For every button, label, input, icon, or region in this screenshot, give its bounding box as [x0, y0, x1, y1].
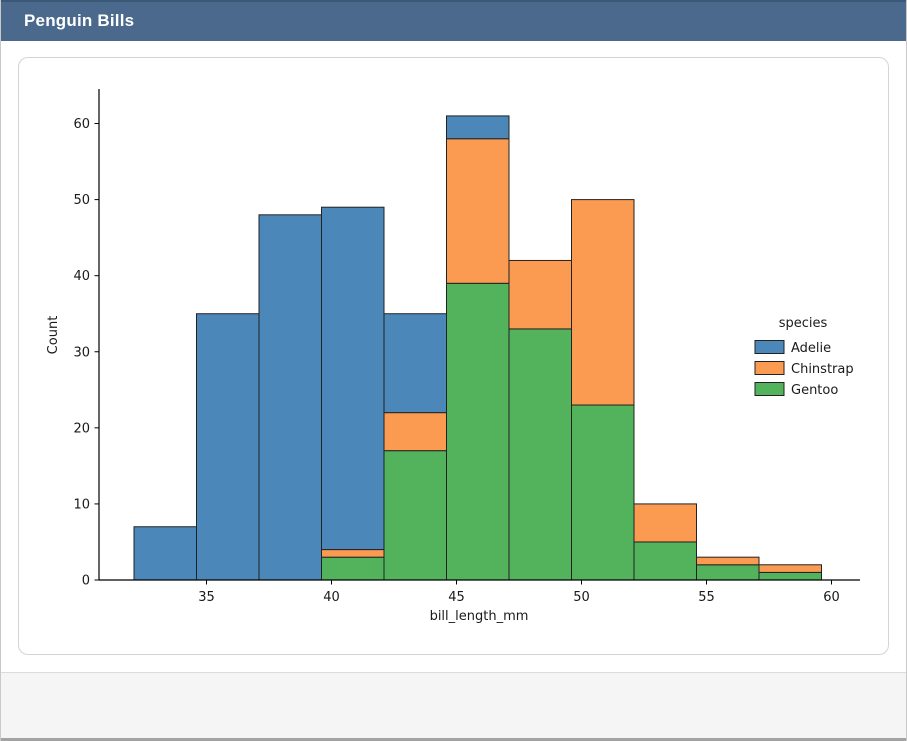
- y-tick-label: 20: [73, 421, 90, 436]
- hist-bar-segment-chinstrap: [383, 412, 447, 452]
- chart-card: 35 40 45 50 55 60 0 10 20 30 40 50 60 bill_length_mm C…: [18, 57, 889, 655]
- legend-label-adelie: Adelie: [791, 341, 831, 356]
- hist-bar-segment-chinstrap: [571, 199, 635, 406]
- y-tick-label: 10: [73, 497, 90, 512]
- hist-bar-segment-chinstrap: [758, 564, 822, 573]
- y-tick-label: 40: [73, 269, 90, 284]
- hist-bar-segment-chinstrap: [633, 503, 697, 543]
- x-tick-label: 45: [448, 590, 465, 605]
- hist-bar-segment-chinstrap: [446, 138, 510, 284]
- y-tick-label: 50: [73, 193, 90, 208]
- hist-bar-segment-adelie: [133, 526, 197, 581]
- x-tick-label: 60: [823, 590, 840, 605]
- x-axis-label: bill_length_mm: [430, 609, 529, 624]
- footer-divider: [1, 672, 906, 673]
- legend-title: species: [779, 316, 828, 331]
- x-tick-label: 50: [573, 590, 590, 605]
- hist-bar-segment-chinstrap: [696, 556, 760, 566]
- x-tick-label: 35: [198, 590, 215, 605]
- hist-bar-segment-gentoo: [633, 541, 697, 581]
- y-tick-label: 60: [73, 117, 90, 132]
- y-axis-label: Count: [46, 316, 61, 355]
- hist-bar-segment-chinstrap: [321, 549, 385, 558]
- hist-bar-segment-chinstrap: [508, 259, 572, 330]
- legend-label-gentoo: Gentoo: [791, 383, 838, 398]
- hist-bar-segment-gentoo: [383, 450, 447, 581]
- hist-bar-segment-gentoo: [696, 564, 760, 581]
- legend-swatch-gentoo: [754, 382, 785, 396]
- legend-swatch-chinstrap: [754, 361, 785, 375]
- y-tick-label: 0: [82, 574, 90, 589]
- y-tick-label: 30: [73, 345, 90, 360]
- hist-bar-segment-adelie: [446, 115, 510, 140]
- hist-bar-segment-gentoo: [321, 556, 385, 581]
- histogram-chart: 35 40 45 50 55 60 0 10 20 30 40 50 60 bill_length_mm C…: [46, 89, 860, 624]
- window-title: Penguin Bills: [24, 10, 135, 30]
- x-tick-label: 55: [698, 590, 715, 605]
- hist-bar-segment-gentoo: [758, 571, 822, 581]
- x-tick-label: 40: [323, 590, 340, 605]
- title-bar: Penguin Bills: [1, 0, 906, 41]
- hist-bar-segment-gentoo: [571, 404, 635, 581]
- hist-bar-segment-adelie: [196, 313, 260, 581]
- hist-bar-segment-adelie: [321, 206, 385, 551]
- legend-label-chinstrap: Chinstrap: [791, 362, 854, 377]
- legend-swatch-adelie: [754, 340, 785, 354]
- hist-bar-segment-adelie: [258, 214, 322, 581]
- footer-toolbar: Variable: bill_length_mm Distribution: h…: [1, 673, 906, 741]
- hist-bar-segment-gentoo: [446, 282, 510, 581]
- hist-bar-segment-adelie: [383, 313, 447, 414]
- hist-bar-segment-gentoo: [508, 328, 572, 581]
